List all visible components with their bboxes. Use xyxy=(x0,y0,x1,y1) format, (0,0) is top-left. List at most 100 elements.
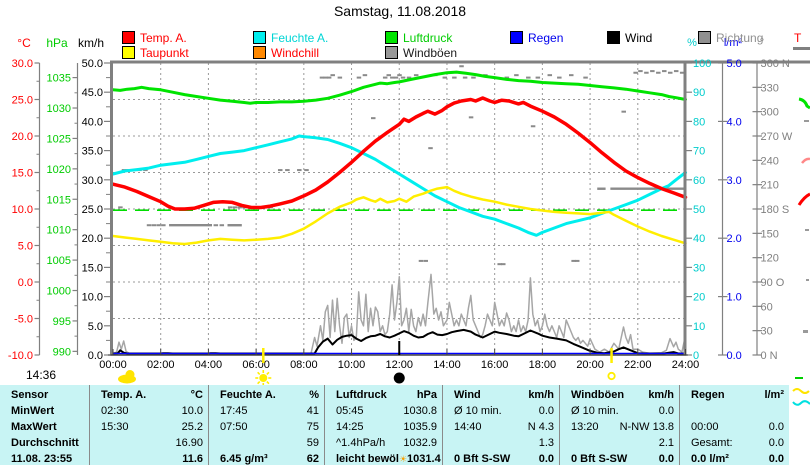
table-cell: 15:30 xyxy=(101,421,129,433)
table-cell-value: 59 xyxy=(306,437,319,449)
legend-label: Feuchte A. xyxy=(271,30,329,45)
x-tick-label: 16:00 xyxy=(481,359,509,371)
y-tick-label-lm2: 3.0 xyxy=(727,175,742,187)
table-cell-value: 0.0 xyxy=(768,453,784,465)
y-tick-label-pct: 50 xyxy=(693,204,705,216)
y-tick-label-dir: 60 xyxy=(761,301,773,313)
legend-label: Regen xyxy=(528,30,564,45)
direction-mark xyxy=(497,263,502,266)
table-row: 13:20 N-NW 13.8 xyxy=(560,419,679,435)
table-row: Ø 10 min. 0.0 xyxy=(560,403,679,419)
table-row: 1.3 xyxy=(443,435,559,451)
table-cell-value: 1032.9 xyxy=(403,437,437,449)
curve-luftdruck xyxy=(111,70,687,105)
table-cell-value: 1.3 xyxy=(538,437,554,449)
windchill-legend-swatch-icon xyxy=(253,46,266,59)
unit-label-lm2: l/m² xyxy=(723,37,743,49)
table-row: Feuchte A.% xyxy=(209,387,324,403)
table-row: 17:45 41 xyxy=(209,403,324,419)
direction-mark xyxy=(662,70,667,73)
x-tick-label: 12:00 xyxy=(385,359,413,371)
moon-icon xyxy=(393,372,405,384)
legend-label: Wind xyxy=(625,30,653,45)
y-tick-label-dir: 360 N xyxy=(761,58,790,70)
table-row: 0 Bft S-SW 0.0 xyxy=(560,451,679,465)
legend-label: Windchill xyxy=(271,45,320,60)
table-row: Gesamt: 0.0 xyxy=(680,435,789,451)
table-row: Wind km/h xyxy=(443,387,559,403)
y-tick-label-temp: 25.0 xyxy=(12,95,33,107)
y-tick-label-hpa: 1035 xyxy=(47,73,71,85)
direction-mark xyxy=(650,70,655,73)
table-cell: 05:45 xyxy=(336,405,364,417)
y-tick-label-temp: -5.0 xyxy=(14,314,33,326)
table-row: 00:00 0.0 xyxy=(680,419,789,435)
y-tick-label-temp: -10.0 xyxy=(8,350,33,362)
y-tick-label-hpa: 990 xyxy=(53,346,71,358)
humidity-legend-swatch-icon xyxy=(253,31,266,44)
table-row: Temp. A. °C xyxy=(90,387,208,403)
y-tick-label-dir: 0 N xyxy=(761,350,778,362)
curve-temp-a- xyxy=(111,96,688,211)
direction-mark xyxy=(382,76,388,79)
table-row: Regen l/m² xyxy=(680,387,789,403)
table-cell-value: 16.90 xyxy=(175,437,203,449)
table-cell: 02:30 xyxy=(101,405,129,417)
unit-label-hpa: hPa xyxy=(46,36,68,50)
temperature-legend-swatch-icon xyxy=(122,31,135,44)
y-tick-label-temp: 15.0 xyxy=(12,168,33,180)
gusts-legend-swatch-icon xyxy=(385,46,398,59)
direction-mark xyxy=(459,65,464,68)
table-cell: Durchschnitt xyxy=(11,437,79,449)
legend-item-pressure: Luftdruck xyxy=(385,31,452,45)
pressure-legend-swatch-icon xyxy=(385,31,398,44)
legend-label: Richtung xyxy=(716,30,764,45)
unit-label-temp: °C xyxy=(17,36,31,50)
table-row: 02:30 10.0 xyxy=(90,403,208,419)
y-tick-label-pct: 90 xyxy=(693,87,705,99)
table-cell: Wind xyxy=(454,389,481,401)
direction-mark xyxy=(514,74,519,77)
direction-mark xyxy=(143,169,148,172)
direction-mark xyxy=(393,76,399,79)
y-tick-label-pct: 60 xyxy=(693,175,705,187)
y-tick-label-kmh: 15.0 xyxy=(82,262,103,274)
table-cell: 17:45 xyxy=(220,405,248,417)
direction-mark xyxy=(530,125,536,128)
y-tick-label-hpa: 1020 xyxy=(47,164,71,176)
legend-item-direction: Richtung xyxy=(698,30,764,45)
table-row: Durchschnitt xyxy=(0,435,89,451)
y-tick-label-hpa: 995 xyxy=(53,316,71,328)
y-tick-label-dir: 270 W xyxy=(761,131,793,143)
table-cell-value: l/m² xyxy=(764,389,784,401)
direction-mark xyxy=(146,224,152,227)
table-cell: ^1.4hPa/h xyxy=(336,437,386,449)
direction-mark xyxy=(323,76,328,79)
direction-mark xyxy=(297,169,302,172)
table-cell: 0 Bft S-SW xyxy=(571,453,628,465)
table-row: 0 Bft S-SW 0.0 xyxy=(443,451,559,465)
direction-mark xyxy=(569,74,574,77)
direction-mark xyxy=(504,76,510,79)
cutoff-axis-fragment xyxy=(793,47,810,50)
table-row: 11.08. 23:55 xyxy=(0,451,89,465)
table-cell: 6.45 g/m³ xyxy=(220,453,268,465)
table-row: MinWert xyxy=(0,403,89,419)
table-cell-value: 1030.8 xyxy=(403,405,437,417)
cloud-icon xyxy=(118,370,136,384)
legend-item-gusts: Windböen xyxy=(385,46,457,60)
y-tick-label-kmh: 20.0 xyxy=(82,233,103,245)
table-row: ^1.4hPa/h 1032.9 xyxy=(325,435,442,451)
table-cell: 0 Bft S-SW xyxy=(454,453,511,465)
sun-cloud-icon: ☀ xyxy=(398,454,408,464)
table-column-sensor: Sensor MinWert MaxWert Durchschnitt 11.08. 2… xyxy=(0,385,89,465)
table-cell: MaxWert xyxy=(11,421,57,433)
table-cell-value: 25.2 xyxy=(181,421,203,433)
y-tick-label-lm2: 2.0 xyxy=(727,233,742,245)
legend-item-wind: Wind xyxy=(607,30,653,45)
direction-mark xyxy=(406,76,412,79)
y-tick-label-hpa: 1025 xyxy=(47,133,71,145)
direction-mark xyxy=(356,76,362,79)
table-row: 16.90 xyxy=(90,435,208,451)
